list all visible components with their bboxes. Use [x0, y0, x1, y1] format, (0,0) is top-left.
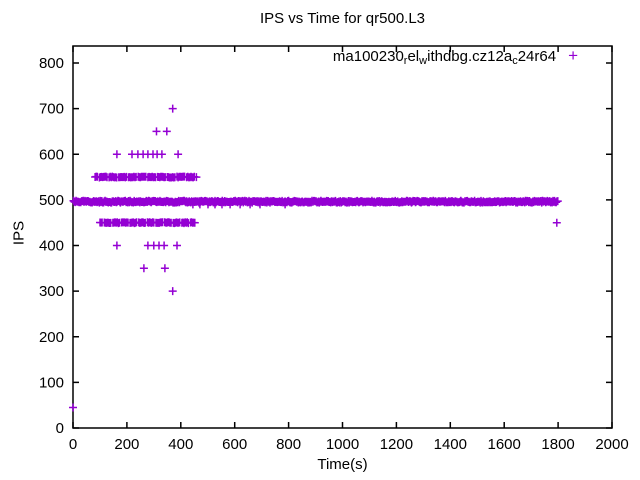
y-tick-label: 800 — [39, 55, 64, 72]
y-axis-label: IPS — [10, 220, 28, 246]
x-axis-label: Time(s) — [317, 456, 368, 473]
x-tick-label: 200 — [114, 436, 139, 453]
y-tick-label: 0 — [56, 420, 64, 437]
series-points — [69, 104, 562, 412]
y-tick-label: 700 — [39, 101, 64, 118]
y-tick-label: 200 — [39, 329, 64, 346]
x-tick-label: 2000 — [595, 436, 628, 453]
x-tick-label: 600 — [222, 436, 247, 453]
x-tick-label: 1000 — [326, 436, 359, 453]
x-tick-label: 0 — [69, 436, 77, 453]
x-tick-label: 1400 — [434, 436, 467, 453]
x-tick-label: 1600 — [488, 436, 521, 453]
y-tick-label: 600 — [39, 146, 64, 163]
plot-border — [72, 45, 613, 429]
axis-ticks — [72, 46, 613, 429]
y-tick-label: 500 — [39, 192, 64, 209]
chart-title: IPS vs Time for qr500.L3 — [259, 10, 426, 27]
legend: ma100230relwithdbg.cz12ac24r64 + — [332, 46, 578, 67]
x-tick-label: 800 — [276, 436, 301, 453]
x-tick-label: 1200 — [380, 436, 413, 453]
y-tick-label: 300 — [39, 283, 64, 300]
legend-series-label: ma100230relwithdbg.cz12ac24r64 — [332, 48, 557, 67]
y-tick-label: 400 — [39, 238, 64, 255]
x-tick-label: 400 — [168, 436, 193, 453]
y-tick-label: 100 — [39, 374, 64, 391]
plus-marker-icon: + — [568, 46, 578, 65]
x-tick-label: 1800 — [541, 436, 574, 453]
